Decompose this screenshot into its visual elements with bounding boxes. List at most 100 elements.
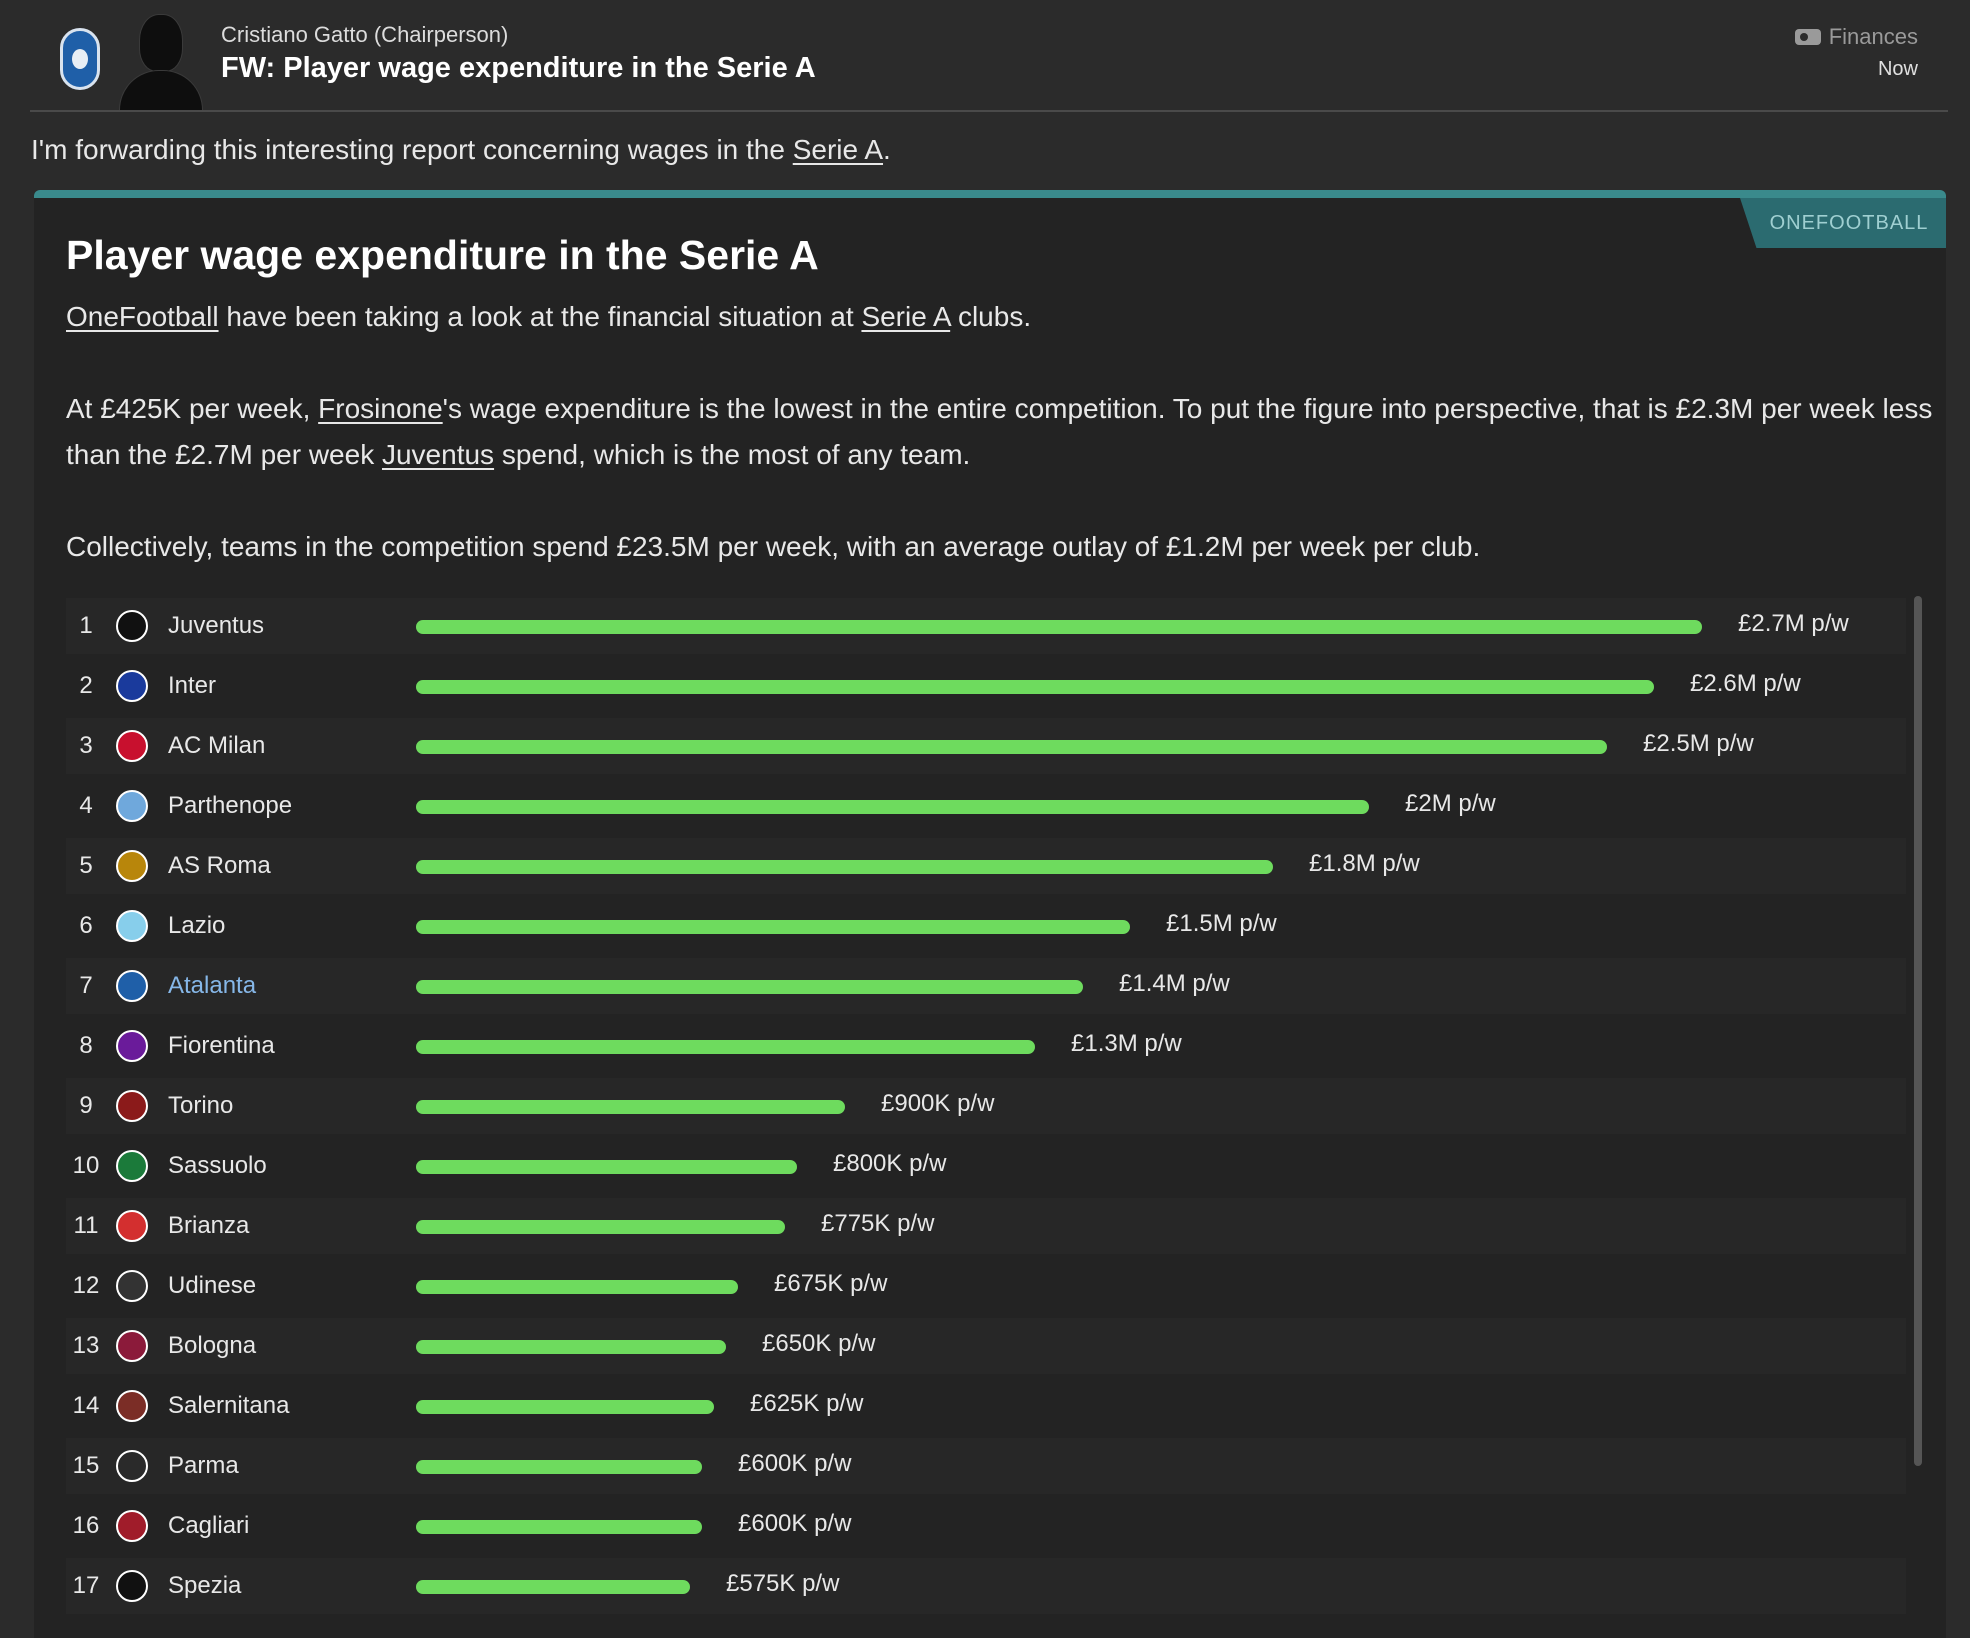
- table-row[interactable]: 15 Parma £600K p/w: [66, 1438, 1906, 1494]
- table-row[interactable]: 4 Parthenope £2M p/w: [66, 778, 1906, 834]
- serie-a-link-2[interactable]: Serie A: [861, 301, 951, 332]
- team-name-link[interactable]: Parthenope: [168, 792, 293, 819]
- club-crest-icon[interactable]: [116, 1150, 148, 1182]
- table-row[interactable]: 8 Fiorentina £1.3M p/w: [66, 1018, 1906, 1074]
- table-row[interactable]: 11 Brianza £775K p/w: [66, 1198, 1906, 1254]
- wage-value-label: £675K p/w: [774, 1270, 888, 1297]
- club-crest-icon[interactable]: [116, 1570, 148, 1602]
- article-paragraph-2: At £425K per week, Frosinone's wage expe…: [66, 386, 1966, 478]
- scrollbar[interactable]: [1914, 596, 1922, 1466]
- table-row[interactable]: 3 AC Milan £2.5M p/w: [66, 718, 1906, 774]
- wage-bar: [416, 1340, 726, 1354]
- rank-label: 3: [79, 732, 93, 759]
- team-name-link[interactable]: Salernitana: [168, 1392, 290, 1419]
- wage-bar: [416, 1400, 714, 1414]
- rank-label: 1: [79, 612, 93, 639]
- table-row[interactable]: 17 Spezia £575K p/w: [66, 1558, 1906, 1614]
- serie-a-link[interactable]: Serie A: [792, 134, 884, 165]
- wage-bar: [416, 1580, 690, 1594]
- wage-value-label: £2.6M p/w: [1690, 670, 1801, 697]
- team-name-link[interactable]: Juventus: [168, 612, 265, 639]
- team-name-link[interactable]: Cagliari: [168, 1512, 250, 1539]
- team-name-link[interactable]: Sassuolo: [168, 1152, 267, 1179]
- club-crest-icon[interactable]: [116, 910, 148, 942]
- wage-bar: [416, 1100, 845, 1114]
- onefootball-link[interactable]: OneFootball: [66, 301, 219, 332]
- table-row[interactable]: 7 Atalanta £1.4M p/w: [66, 958, 1906, 1014]
- team-name-link[interactable]: Brianza: [168, 1212, 250, 1239]
- rank-label: 14: [72, 1392, 100, 1419]
- juventus-link[interactable]: Juventus: [381, 439, 495, 470]
- avatar-shoulders-silhouette: [119, 70, 203, 110]
- rank-label: 11: [73, 1212, 99, 1239]
- wage-bar: [416, 1160, 797, 1174]
- rank-label: 5: [79, 852, 93, 879]
- table-row[interactable]: 1 Juventus £2.7M p/w: [66, 598, 1906, 654]
- rank-label: 16: [72, 1512, 100, 1539]
- table-row[interactable]: 16 Cagliari £600K p/w: [66, 1498, 1906, 1554]
- wage-value-label: £2.7M p/w: [1738, 610, 1849, 637]
- atalanta-crest-icon: [60, 28, 100, 90]
- article-paragraph-1: OneFootball have been taking a look at t…: [66, 294, 1966, 340]
- source-tag: ONEFOOTBALL: [1740, 198, 1946, 248]
- club-crest-icon[interactable]: [116, 1330, 148, 1362]
- table-row[interactable]: 12 Udinese £675K p/w: [66, 1258, 1906, 1314]
- p1-text-2: clubs.: [950, 301, 1032, 332]
- club-crest-icon[interactable]: [116, 610, 148, 642]
- team-name-link[interactable]: Torino: [168, 1092, 234, 1119]
- article-paragraph-3: Collectively, teams in the competition s…: [66, 531, 1481, 562]
- wage-bar: [416, 980, 1083, 994]
- team-name-link[interactable]: Atalanta: [168, 972, 257, 999]
- wage-value-label: £775K p/w: [821, 1210, 935, 1237]
- wage-bar: [416, 1520, 702, 1534]
- wage-value-label: £600K p/w: [738, 1450, 852, 1477]
- wage-value-label: £2M p/w: [1405, 790, 1496, 817]
- club-crest-icon[interactable]: [116, 1390, 148, 1422]
- team-name-link[interactable]: Spezia: [168, 1572, 242, 1599]
- team-name-link[interactable]: AS Roma: [168, 852, 271, 879]
- club-crest-icon[interactable]: [116, 1210, 148, 1242]
- club-crest-icon[interactable]: [116, 970, 148, 1002]
- club-crest-icon[interactable]: [116, 730, 148, 762]
- table-row[interactable]: 14 Salernitana £625K p/w: [66, 1378, 1906, 1434]
- club-crest-icon[interactable]: [116, 1450, 148, 1482]
- sender-role: (Chairperson): [373, 22, 509, 47]
- team-name-link[interactable]: Udinese: [168, 1272, 257, 1299]
- club-crest-icon[interactable]: [116, 850, 148, 882]
- sender-avatar[interactable]: [115, 10, 205, 110]
- team-name-link[interactable]: Lazio: [168, 912, 226, 939]
- message-time: Now: [1877, 58, 1918, 80]
- club-crest-icon[interactable]: [116, 790, 148, 822]
- wage-value-label: £600K p/w: [738, 1510, 852, 1537]
- table-row[interactable]: 5 AS Roma £1.8M p/w: [66, 838, 1906, 894]
- team-name-link[interactable]: AC Milan: [168, 732, 266, 759]
- rank-label: 2: [79, 672, 93, 699]
- table-row[interactable]: 2 Inter £2.6M p/w: [66, 658, 1906, 714]
- table-row[interactable]: 6 Lazio £1.5M p/w: [66, 898, 1906, 954]
- wage-value-label: £2.5M p/w: [1643, 730, 1754, 757]
- team-name-link[interactable]: Parma: [168, 1452, 239, 1479]
- team-name-link[interactable]: Inter: [168, 672, 217, 699]
- sender-name[interactable]: Cristiano Gatto: [221, 22, 368, 47]
- message-category: Finances: [1794, 24, 1918, 50]
- wage-bar: [416, 620, 1702, 634]
- wage-bar: [416, 800, 1369, 814]
- table-row[interactable]: 13 Bologna £650K p/w: [66, 1318, 1906, 1374]
- message-subject: FW: Player wage expenditure in the Serie…: [221, 52, 816, 84]
- wage-value-label: £1.3M p/w: [1071, 1030, 1182, 1057]
- rank-label: 13: [72, 1332, 100, 1359]
- club-crest-icon[interactable]: [116, 670, 148, 702]
- frosinone-link[interactable]: Frosinone: [318, 393, 443, 424]
- club-crest-icon[interactable]: [116, 1510, 148, 1542]
- club-crest-icon[interactable]: [116, 1030, 148, 1062]
- club-crest-icon[interactable]: [116, 1270, 148, 1302]
- table-row[interactable]: 9 Torino £900K p/w: [66, 1078, 1906, 1134]
- team-name-link[interactable]: Bologna: [168, 1332, 257, 1359]
- club-crest-icon[interactable]: [116, 1090, 148, 1122]
- rank-label: 17: [72, 1572, 100, 1599]
- table-row[interactable]: 10 Sassuolo £800K p/w: [66, 1138, 1906, 1194]
- wage-value-label: £625K p/w: [750, 1390, 864, 1417]
- wage-bar: [416, 1040, 1035, 1054]
- wage-value-label: £1.4M p/w: [1119, 970, 1230, 997]
- team-name-link[interactable]: Fiorentina: [168, 1032, 275, 1059]
